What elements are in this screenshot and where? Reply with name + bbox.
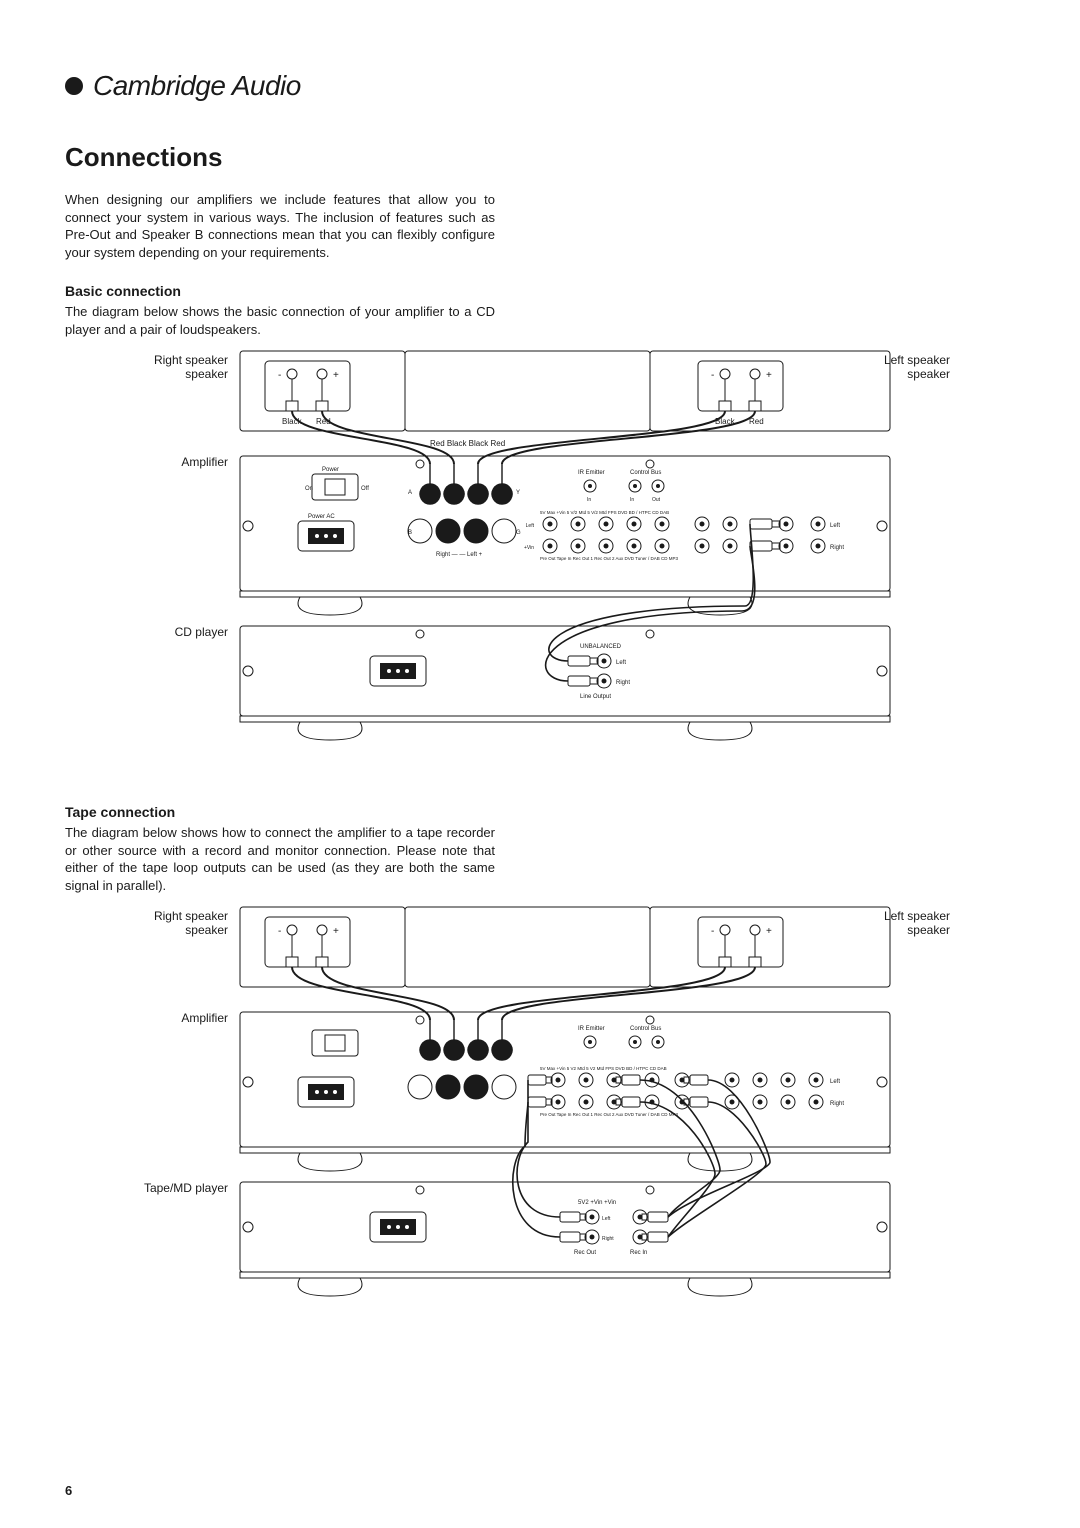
cd-rca-plug-right bbox=[750, 539, 793, 553]
svg-text:Right: Right bbox=[602, 1236, 614, 1242]
svg-text:Control Bus: Control Bus bbox=[630, 470, 661, 476]
label-amplifier: Amplifier bbox=[181, 1011, 228, 1025]
brand-text: Cambridge Audio bbox=[93, 70, 301, 102]
page-number: 6 bbox=[65, 1483, 72, 1498]
tape-recin bbox=[633, 1210, 668, 1244]
brand-logo: Cambridge Audio bbox=[65, 70, 1015, 102]
svg-text:IR Emitter: IR Emitter bbox=[578, 470, 605, 476]
label-tape-player: Tape/MD player bbox=[144, 1181, 228, 1195]
svg-text:Pre Out Tape In Rec Out 1 R: Pre Out Tape In Rec Out 1 Rec Out 2 Aux … bbox=[540, 556, 678, 561]
svg-text:In: In bbox=[630, 497, 634, 503]
svg-text:A: A bbox=[408, 490, 412, 496]
svg-text:B: B bbox=[408, 530, 412, 536]
amp-rca-grid: Left Right 5V Max +Vin 5 V/2 Mtd 5 V/2 M… bbox=[524, 510, 844, 561]
aux-plug-l bbox=[675, 1073, 708, 1087]
svg-text:Red: Red bbox=[749, 417, 764, 426]
diagram-basic: Right speaker speaker Left speaker speak… bbox=[130, 346, 950, 746]
svg-text:In: In bbox=[587, 497, 591, 503]
section1-text: The diagram below shows the basic connec… bbox=[65, 303, 495, 338]
svg-text:-: - bbox=[711, 370, 714, 381]
diagram-tape: Right speaker speaker Left speaker speak… bbox=[130, 902, 950, 1302]
svg-text:-: - bbox=[711, 926, 714, 937]
svg-text:Out: Out bbox=[652, 497, 661, 503]
svg-text:Left: Left bbox=[526, 523, 535, 529]
preout-plug-l bbox=[528, 1073, 565, 1087]
svg-text:speaker: speaker bbox=[907, 367, 950, 381]
cd-line-out: Left Right Line Output bbox=[568, 654, 630, 700]
svg-text:Pre Out Tape In Rec Out 1: Pre Out Tape In Rec Out 1 Rec Out 2 Aux … bbox=[540, 1112, 678, 1117]
svg-text:Right — — Left +: Right — — Left + bbox=[436, 552, 483, 558]
svg-text:speaker: speaker bbox=[907, 923, 950, 937]
amp-speaker-terminals: A Y B G Right — — Left + bbox=[408, 464, 521, 558]
svg-text:G: G bbox=[516, 530, 521, 536]
svg-text:Right: Right bbox=[830, 545, 844, 551]
svg-text:+: + bbox=[333, 370, 339, 381]
recout1-plug-l bbox=[607, 1073, 640, 1087]
power-switch bbox=[312, 474, 358, 500]
label-cd-player: CD player bbox=[175, 625, 228, 639]
svg-text:5V2 +Vin +Vin: 5V2 +Vin +Vin bbox=[578, 1200, 616, 1206]
svg-text:Rec Out: Rec Out bbox=[574, 1250, 596, 1256]
tape-recout: Left Right bbox=[560, 1210, 614, 1244]
svg-text:5V Max +Vin 5 V2 Mtd 5: 5V Max +Vin 5 V2 Mtd 5 V2 Mtd FPS DVD BD… bbox=[540, 1066, 667, 1071]
label-right-speaker: Right speaker bbox=[154, 353, 228, 367]
section2-heading: Tape connection bbox=[65, 804, 1015, 820]
svg-text:Control Bus: Control Bus bbox=[630, 1026, 661, 1032]
amp-rca-grid-2: Left Right 5V Max +Vin 5 V2 Mtd 5 V2 Mtd… bbox=[528, 1066, 844, 1117]
intro-paragraph: When designing our amplifiers we include… bbox=[65, 191, 495, 261]
svg-text:+: + bbox=[766, 370, 772, 381]
page-title: Connections bbox=[65, 142, 1015, 173]
section2-text: The diagram below shows how to connect t… bbox=[65, 824, 495, 894]
svg-text:Off: Off bbox=[361, 486, 369, 492]
svg-text:IR Emitter: IR Emitter bbox=[578, 1026, 605, 1032]
svg-text:Left: Left bbox=[830, 523, 840, 529]
section1-heading: Basic connection bbox=[65, 283, 1015, 299]
svg-text:+Vin: +Vin bbox=[524, 545, 534, 551]
svg-text:+: + bbox=[766, 926, 772, 937]
svg-text:Red Black Black Red: Red Black Black Red bbox=[430, 439, 505, 448]
svg-text:-: - bbox=[278, 370, 281, 381]
svg-text:Power: Power bbox=[322, 467, 339, 473]
svg-text:Left: Left bbox=[616, 660, 626, 666]
cd-rca-plug-left bbox=[750, 517, 793, 531]
label-right-speaker: Right speaker bbox=[154, 909, 228, 923]
svg-text:-: - bbox=[278, 926, 281, 937]
svg-text:+: + bbox=[333, 926, 339, 937]
svg-text:Line Output: Line Output bbox=[580, 694, 611, 700]
speaker-terminals-right: - + Black Red bbox=[278, 369, 339, 426]
svg-text:Y: Y bbox=[516, 490, 520, 496]
svg-text:UNBALANCED: UNBALANCED bbox=[580, 644, 622, 650]
svg-text:Power AC: Power AC bbox=[308, 514, 335, 520]
svg-text:Left: Left bbox=[830, 1079, 840, 1085]
svg-text:Right: Right bbox=[616, 680, 630, 686]
label-amplifier: Amplifier bbox=[181, 455, 228, 469]
svg-text:On: On bbox=[305, 486, 313, 492]
svg-text:Right: Right bbox=[830, 1101, 844, 1107]
svg-text:5V Max +Vin 5 V/2 Mtd 5 V: 5V Max +Vin 5 V/2 Mtd 5 V/2 Mtd FPS DVD … bbox=[540, 510, 669, 515]
svg-text:Left: Left bbox=[602, 1216, 611, 1222]
svg-text:Rec In: Rec In bbox=[630, 1250, 647, 1256]
svg-text:speaker: speaker bbox=[185, 367, 228, 381]
label-left-speaker: Left speaker bbox=[884, 909, 950, 923]
brand-dot-icon bbox=[65, 77, 83, 95]
label-left-speaker: Left speaker bbox=[884, 353, 950, 367]
svg-text:speaker: speaker bbox=[185, 923, 228, 937]
